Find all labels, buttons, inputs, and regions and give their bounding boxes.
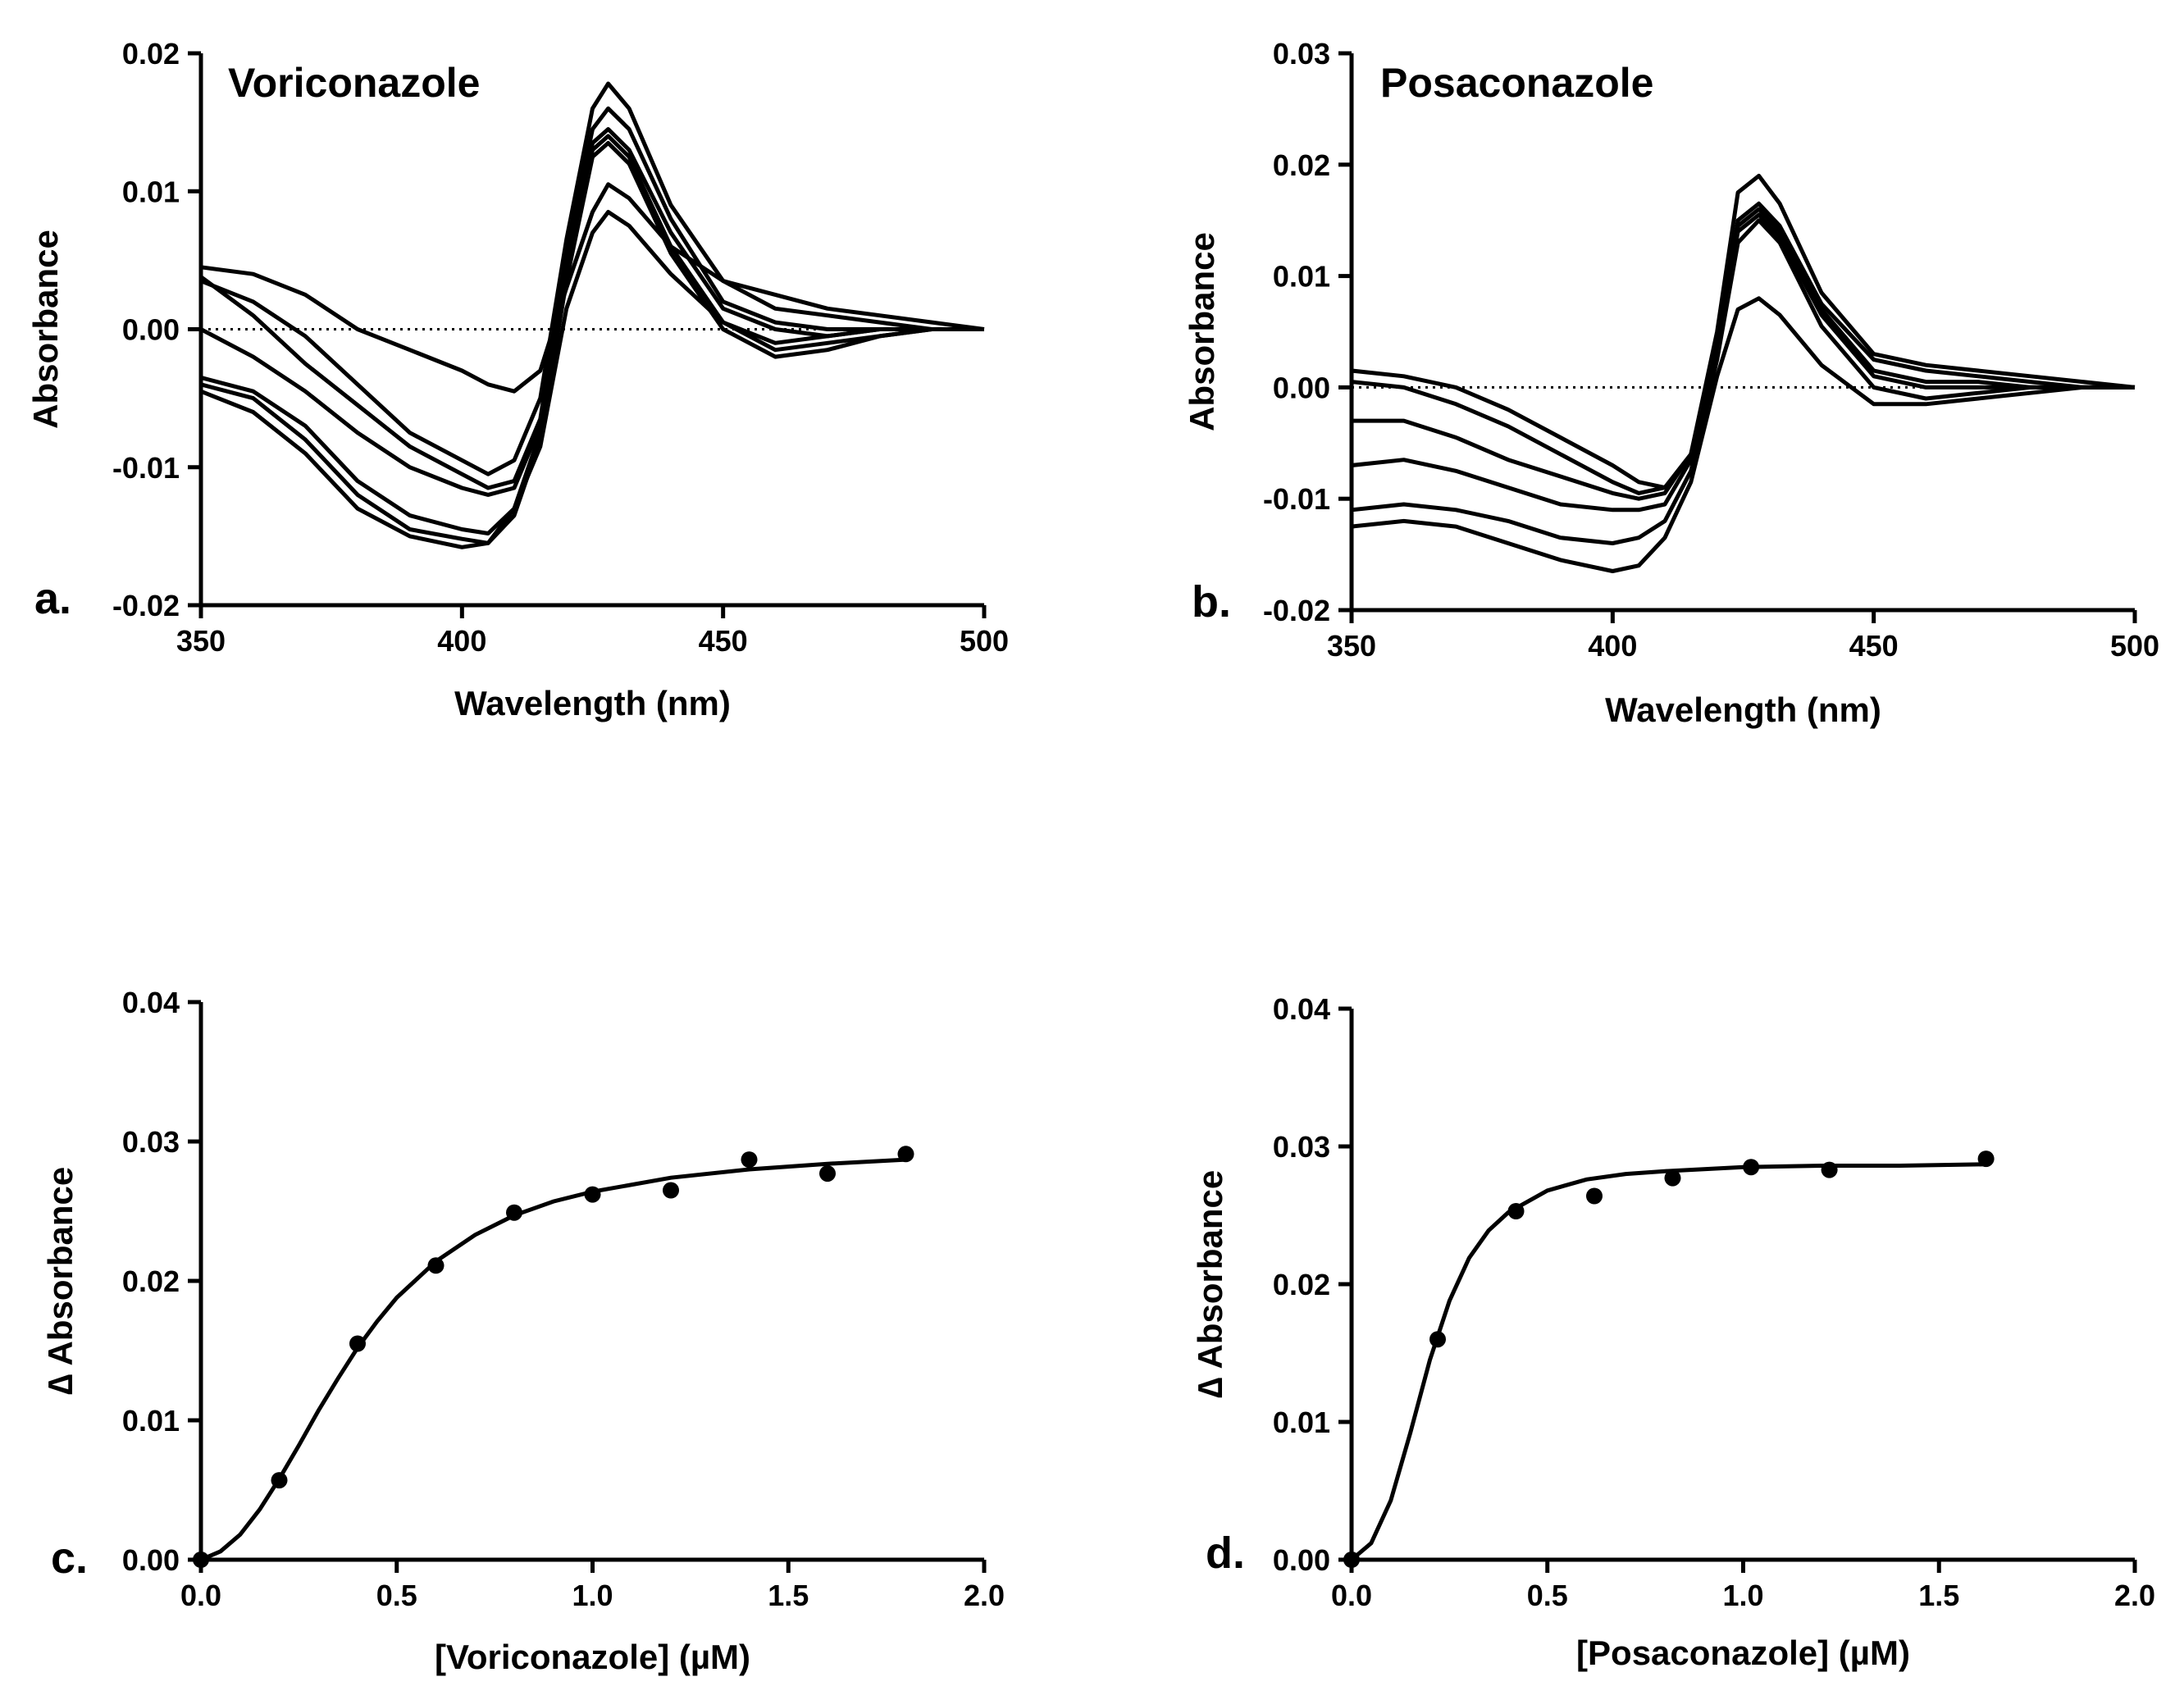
panel-letter: d. xyxy=(1206,1529,1245,1578)
x-tick-label: 350 xyxy=(1327,629,1376,663)
x-tick-label: 1.0 xyxy=(1722,1579,1763,1612)
data-point xyxy=(584,1186,601,1203)
data-point xyxy=(1821,1161,1838,1178)
x-tick-label: 500 xyxy=(960,624,1009,658)
y-axis-title: Absorbance xyxy=(1183,232,1221,431)
x-tick-label: 2.0 xyxy=(2114,1579,2155,1612)
y-tick-label: 0.03 xyxy=(1273,1130,1330,1164)
spectrum-series-line-1 xyxy=(1351,173,2136,490)
panel-letter: c. xyxy=(51,1533,88,1583)
y-tick-label: 0.02 xyxy=(1273,148,1330,182)
chart-title: Voriconazole xyxy=(228,60,480,106)
spectrum-series-line-3 xyxy=(1352,207,2135,501)
data-point xyxy=(1977,1151,1995,1168)
x-tick-label: 0.0 xyxy=(1331,1579,1372,1612)
data-point xyxy=(741,1151,758,1169)
y-axis-title: ∆ Absorbance xyxy=(41,1167,80,1396)
panel-a-absorbance-spectra-voriconazole: 350 400 450 500 -0.02 -0.01 0.00 0.01 0.02 Wavele… xyxy=(26,37,1009,722)
y-tick-label: 0.02 xyxy=(1273,1268,1330,1301)
panel-d-binding-curve-posaconazole: 0.0 0.5 1.0 1.5 2.0 0.00 0.01 0.02 0.03 0.04 [Posa… xyxy=(1191,992,2155,1672)
chart-title: Posaconazole xyxy=(1380,60,1653,106)
fit-curve xyxy=(1350,1162,1986,1561)
data-point xyxy=(349,1335,366,1352)
y-tick-label: 0.03 xyxy=(1273,37,1330,71)
spectrum-series-line-6 xyxy=(200,140,984,545)
data-point xyxy=(1664,1169,1681,1187)
x-tick-label: 0.0 xyxy=(180,1579,221,1612)
x-tick-label: 500 xyxy=(2110,629,2159,663)
x-tick-label: 450 xyxy=(1849,629,1899,663)
y-tick-label: 0.01 xyxy=(122,175,180,208)
y-tick-label: 0.01 xyxy=(1273,260,1330,294)
x-tick-label: 0.5 xyxy=(1527,1579,1568,1612)
y-tick-label: 0.01 xyxy=(122,1404,180,1438)
x-axis-title: [Voriconazole] (µM) xyxy=(435,1638,750,1676)
spectrum-series-line-7 xyxy=(200,210,984,549)
y-tick-label: 0.00 xyxy=(122,1543,180,1577)
spectrum-series-line-5 xyxy=(1351,218,2135,545)
y-tick-label: 0.02 xyxy=(122,1264,180,1298)
x-tick-label: 450 xyxy=(699,624,748,658)
spectrum-series-line-4 xyxy=(1351,212,2135,513)
data-point xyxy=(819,1165,836,1182)
panel-letter: a. xyxy=(34,574,71,623)
panel-b-absorbance-spectra-posaconazole: 350 400 450 500 -0.02 -0.01 0.00 0.01 0.02 0.03 Wa… xyxy=(1183,37,2159,729)
panel-c-binding-curve-voriconazole: 0.0 0.5 1.0 1.5 2.0 0.00 0.01 0.02 0.03 0.04 [Vori… xyxy=(41,986,1005,1676)
data-point xyxy=(663,1182,679,1199)
y-tick-label: 0.01 xyxy=(1273,1406,1330,1439)
y-tick-label: 0.02 xyxy=(122,37,180,71)
y-tick-label: 0.00 xyxy=(122,313,180,347)
panel-letter: b. xyxy=(1192,577,1231,627)
x-axis-title: Wavelength (nm) xyxy=(454,684,731,722)
spectrum-series-line-6 xyxy=(1351,296,2135,573)
y-tick-label: -0.02 xyxy=(112,589,180,622)
y-tick-label: -0.01 xyxy=(112,451,180,485)
data-point xyxy=(427,1257,445,1274)
x-tick-label: 1.5 xyxy=(1918,1579,1959,1612)
fit-curve xyxy=(200,1157,906,1562)
y-tick-label: -0.01 xyxy=(1263,482,1330,516)
data-point xyxy=(1429,1331,1446,1348)
data-point xyxy=(271,1472,288,1489)
data-point xyxy=(1586,1187,1603,1205)
y-axis-title: ∆ Absorbance xyxy=(1191,1170,1229,1399)
y-tick-label: 0.04 xyxy=(1273,992,1330,1026)
spectrum-series-line-2 xyxy=(1351,201,2135,495)
x-tick-label: 0.5 xyxy=(376,1579,417,1612)
y-tick-label: 0.03 xyxy=(122,1125,180,1159)
x-axis-title: Wavelength (nm) xyxy=(1605,690,1881,729)
x-axis-title: [Posaconazole] (µM) xyxy=(1576,1634,1910,1672)
data-point xyxy=(1743,1159,1760,1176)
y-axis-title: Absorbance xyxy=(26,230,65,429)
y-tick-label: 0.04 xyxy=(122,986,180,1019)
y-tick-label: 0.00 xyxy=(1273,1543,1330,1577)
data-point xyxy=(1507,1203,1525,1219)
x-tick-label: 2.0 xyxy=(964,1579,1005,1612)
data-point xyxy=(506,1204,522,1221)
spectrum-series-line-3 xyxy=(199,106,984,490)
x-tick-label: 400 xyxy=(1588,629,1637,663)
x-tick-label: 350 xyxy=(176,624,226,658)
data-point xyxy=(897,1146,914,1163)
y-tick-label: 0.00 xyxy=(1273,371,1330,404)
spectrum-series-line-2 xyxy=(200,81,984,476)
y-tick-label: -0.02 xyxy=(1263,594,1330,627)
x-tick-label: 1.0 xyxy=(572,1579,613,1612)
x-tick-label: 1.5 xyxy=(768,1579,809,1612)
spectrum-series-line-5 xyxy=(200,134,984,535)
x-tick-label: 400 xyxy=(437,624,486,658)
spectrum-series-line-1 xyxy=(200,182,985,394)
